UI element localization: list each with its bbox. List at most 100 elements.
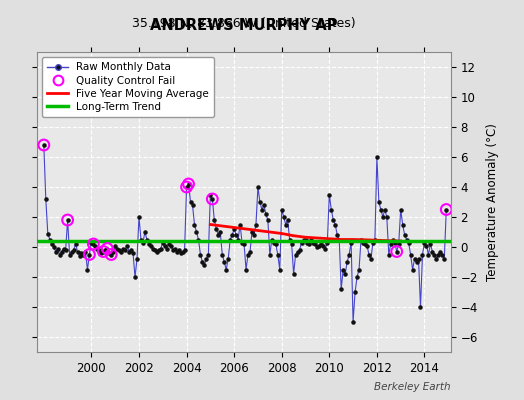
Point [288,241,296,247]
Point [184,181,193,187]
Point [252,221,260,228]
Point [254,184,262,190]
Point [359,239,367,246]
Point [89,241,97,247]
Point [303,239,312,246]
Legend: Raw Monthly Data, Quality Control Fail, Five Year Moving Average, Long-Term Tren: Raw Monthly Data, Quality Control Fail, … [42,57,214,117]
Point [377,206,385,213]
Point [66,251,74,258]
Point [438,251,446,258]
Point [192,229,201,235]
Point [151,247,159,253]
Point [327,206,335,213]
Point [222,266,231,273]
Point [101,247,110,253]
Point [83,266,92,273]
Point [170,245,179,252]
Point [216,229,224,235]
Point [426,241,434,247]
Point [407,251,415,258]
Point [139,239,147,246]
Point [89,241,97,247]
Point [123,242,132,249]
Point [218,251,226,258]
Point [56,251,64,258]
Point [242,266,250,273]
Point [436,248,444,255]
Point [278,206,286,213]
Point [177,250,185,256]
Point [432,256,441,262]
Point [397,206,405,213]
Point [167,242,175,249]
Point [145,241,153,247]
Point [355,266,363,273]
Point [41,196,50,202]
Point [420,239,429,246]
Point [416,304,424,310]
Point [91,242,100,249]
Point [61,247,70,253]
Point [276,266,284,273]
Point [361,241,369,247]
Point [315,242,324,249]
Point [286,236,294,243]
Point [301,236,310,243]
Point [270,239,278,246]
Point [169,247,177,253]
Point [309,239,318,246]
Point [93,245,102,252]
Point [174,247,183,253]
Point [357,236,365,243]
Point [418,251,427,258]
Y-axis label: Temperature Anomaly (°C): Temperature Anomaly (°C) [486,123,499,281]
Point [279,214,288,220]
Point [236,221,244,228]
Point [299,236,308,243]
Point [71,241,80,247]
Point [319,242,328,249]
Point [390,239,399,246]
Point [202,256,211,262]
Point [238,239,246,246]
Point [155,247,163,253]
Point [313,244,322,250]
Point [398,221,407,228]
Point [187,199,195,205]
Point [389,236,397,243]
Point [408,266,417,273]
Point [160,242,169,249]
Point [141,229,149,235]
Point [113,245,122,252]
Point [345,251,353,258]
Point [337,286,345,292]
Point [250,232,258,238]
Point [48,241,56,247]
Point [428,248,436,255]
Point [68,248,76,255]
Point [178,248,187,255]
Point [347,239,355,246]
Point [369,239,377,246]
Point [162,245,171,252]
Point [363,242,371,249]
Point [383,214,391,220]
Point [430,251,439,258]
Point [107,251,115,258]
Point [131,274,139,280]
Point [188,202,196,208]
Point [341,271,350,277]
Point [240,241,248,247]
Point [115,247,123,253]
Point [46,236,54,243]
Point [212,226,221,232]
Point [329,217,337,223]
Point [107,251,115,258]
Point [63,217,72,223]
Title: 35.198 N, 83.866 W (United States): 35.198 N, 83.866 W (United States) [132,17,355,30]
Point [135,214,143,220]
Point [339,266,347,273]
Point [367,256,375,262]
Point [180,247,189,253]
Point [75,253,84,259]
